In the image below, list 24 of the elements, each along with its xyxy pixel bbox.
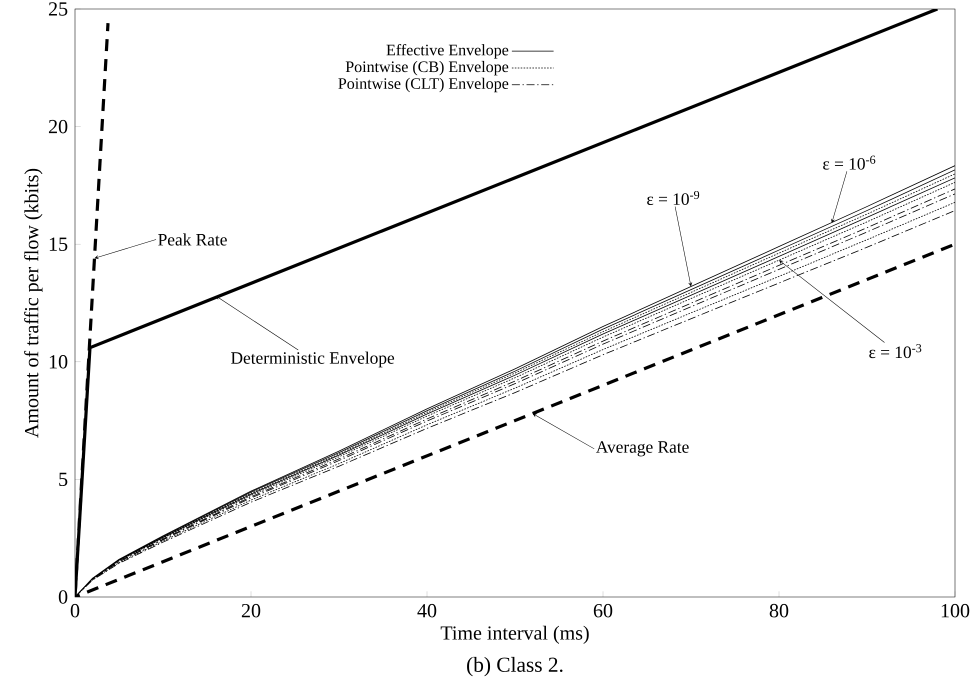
annotation: ε = 10$^{-9}$ bbox=[647, 190, 700, 205]
x-tick-label: 60 bbox=[594, 604, 612, 618]
y-tick-label: 20 bbox=[48, 120, 68, 134]
y-tick-label: 25 bbox=[48, 2, 68, 16]
annotation: ε = 10$^{-3}$ bbox=[869, 344, 922, 358]
y-tick-label: 10 bbox=[50, 355, 68, 369]
x-tick-label: 20 bbox=[242, 604, 260, 618]
annotation: Peak Rate bbox=[158, 233, 227, 246]
x-tick-label: 40 bbox=[417, 604, 436, 618]
annotation: Average Rate bbox=[596, 441, 689, 456]
y-tick-label: 0 bbox=[58, 590, 68, 604]
y-tick-label: 5 bbox=[59, 472, 68, 486]
x-tick-label: 100 bbox=[942, 604, 970, 618]
y-axis-title: Amount of traffic per flow (kbits) bbox=[24, 168, 42, 438]
x-axis-title: Time interval (ms) bbox=[440, 626, 589, 644]
x-tick-label: 0 bbox=[70, 604, 80, 618]
legend-label: Effective Envelope bbox=[386, 44, 508, 59]
x-tick-label: 80 bbox=[770, 604, 788, 618]
y-tick-label: 15 bbox=[50, 237, 68, 251]
legend-label: Pointwise (CB) Envelope bbox=[346, 60, 508, 76]
annotation: ε = 10$^{-6}$ bbox=[823, 156, 876, 170]
text: (b) Class 2. bbox=[467, 656, 562, 676]
legend-label: Pointwise (CLT) Envelope bbox=[338, 78, 508, 92]
annotation: Deterministic Envelope bbox=[231, 352, 394, 368]
